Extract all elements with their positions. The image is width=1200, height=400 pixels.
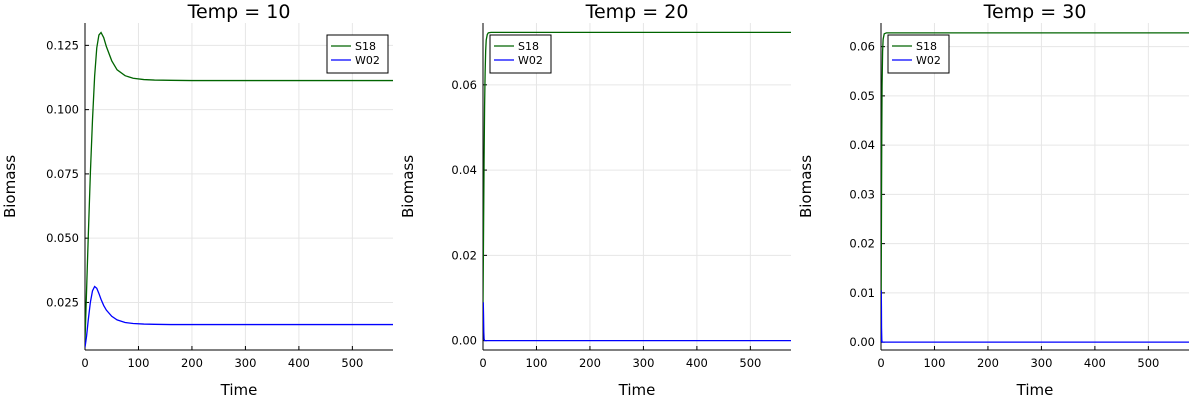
legend-box [326, 34, 389, 74]
x-tick-label: 500 [341, 356, 363, 370]
y-tick-label: 0.100 [46, 103, 79, 117]
series-line-s18 [483, 31, 791, 307]
series-line-w02 [483, 302, 791, 342]
x-axis-label: Time [1016, 381, 1054, 399]
legend-label-w02: W02 [355, 54, 380, 67]
series-line-s18 [85, 31, 393, 342]
series-line-w02 [881, 290, 1189, 343]
x-tick-label: 100 [525, 356, 547, 370]
y-tick-label: 0.075 [46, 167, 79, 181]
x-tick-label: 500 [1137, 356, 1159, 370]
x-tick-label: 400 [288, 356, 310, 370]
x-tick-label: 200 [977, 356, 999, 370]
x-tick-label: 200 [579, 356, 601, 370]
y-tick-label: 0.125 [46, 38, 79, 52]
y-tick-label: 0.02 [849, 237, 875, 251]
legend-label-s18: S18 [916, 40, 937, 53]
y-tick-label: 0.06 [451, 78, 477, 92]
x-tick-label: 400 [1084, 356, 1106, 370]
chart-panel-2: 0 100 200 300 400 500 0.00 0.02 0.04 0.06 Temp = 2… [399, 1, 791, 399]
x-tick-label: 100 [127, 356, 149, 370]
y-axis-label: Biomass [797, 155, 815, 218]
y-tick-label: 0.06 [849, 40, 875, 54]
legend-label-w02: W02 [916, 54, 941, 67]
y-tick-label: 0.03 [849, 187, 875, 201]
x-tick-label: 400 [686, 356, 708, 370]
x-tick-label: 0 [877, 356, 884, 370]
y-tick-label: 0.050 [46, 231, 79, 245]
legend-label-s18: S18 [355, 40, 376, 53]
y-tick-label: 0.00 [849, 335, 875, 349]
y-axis-label: Biomass [1, 155, 19, 218]
x-tick-label: 0 [81, 356, 88, 370]
x-axis-label: Time [220, 381, 258, 399]
x-tick-label: 200 [181, 356, 203, 370]
chart-title: Temp = 10 [187, 1, 291, 23]
y-tick-label: 0.05 [849, 89, 875, 103]
x-tick-label: 100 [923, 356, 945, 370]
y-tick-label: 0.01 [849, 286, 875, 300]
y-tick-label: 0.00 [451, 334, 477, 348]
x-tick-label: 300 [234, 356, 256, 370]
chart-title: Temp = 20 [585, 1, 689, 23]
x-tick-label: 300 [1030, 356, 1052, 370]
chart-title: Temp = 30 [983, 1, 1087, 23]
series-line-w02 [85, 285, 393, 348]
y-axis-label: Biomass [399, 155, 417, 218]
x-tick-label: 500 [739, 356, 761, 370]
y-tick-label: 0.025 [46, 295, 79, 309]
legend-box [887, 34, 950, 74]
legend-label-s18: S18 [518, 40, 539, 53]
y-tick-label: 0.04 [451, 163, 477, 177]
x-tick-label: 300 [632, 356, 654, 370]
y-tick-label: 0.02 [451, 248, 477, 262]
y-tick-label: 0.04 [849, 138, 875, 152]
legend-label-w02: W02 [518, 54, 543, 67]
x-axis-label: Time [618, 381, 656, 399]
series-line-s18 [881, 32, 1189, 343]
chart-panel-1: 0 100 200 300 400 500 0.025 0.050 0.075 0.100 0.12… [1, 1, 393, 399]
x-tick-label: 0 [479, 356, 486, 370]
chart-panel-3: 0 100 200 300 400 500 0.00 0.01 0.02 0.03 0.04 0.05… [797, 1, 1189, 399]
legend-box [489, 34, 552, 74]
